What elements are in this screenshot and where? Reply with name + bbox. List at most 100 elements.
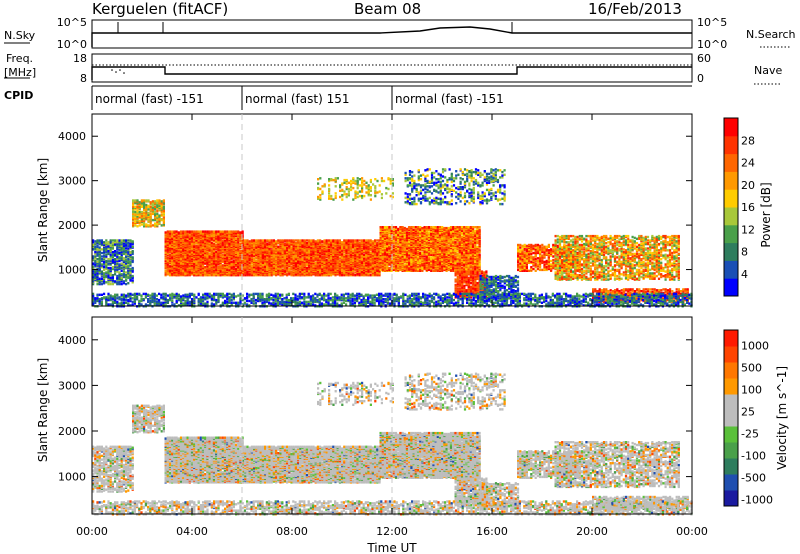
power-cell	[150, 224, 152, 226]
power-cell	[161, 224, 163, 226]
power-cell	[143, 212, 145, 214]
power-cell	[110, 273, 112, 275]
power-cell	[101, 255, 103, 257]
power-cell	[116, 281, 118, 283]
power-cell	[145, 204, 147, 206]
power-cell	[116, 239, 118, 241]
power-cell	[114, 273, 116, 275]
power-cell	[189, 230, 191, 232]
power-cell	[154, 222, 156, 224]
power-cell	[154, 211, 156, 213]
power-cell	[127, 282, 129, 284]
power-cell	[112, 242, 114, 244]
power-cell	[112, 274, 114, 276]
power-cell	[156, 199, 158, 201]
power-cell	[141, 223, 143, 225]
power-cell	[101, 278, 103, 280]
power-cell	[103, 254, 105, 256]
power-cell	[110, 267, 112, 269]
power-cell	[114, 269, 116, 271]
power-cell	[139, 220, 141, 222]
power-cell	[165, 270, 167, 272]
freq-trace	[92, 67, 692, 80]
nave-tick-high: 60	[697, 52, 711, 65]
power-cell	[169, 265, 171, 267]
power-cell	[152, 200, 154, 202]
power-cell	[114, 258, 116, 260]
power-cell	[101, 239, 103, 241]
power-cell	[129, 261, 131, 263]
power-cell	[123, 273, 125, 275]
power-cell	[121, 277, 123, 279]
power-cell	[147, 224, 149, 226]
power-cell	[134, 211, 136, 213]
power-cell	[136, 199, 138, 201]
power-cell	[107, 262, 109, 264]
power-cell	[145, 199, 147, 201]
power-cell	[121, 267, 123, 269]
power-cell	[147, 199, 149, 201]
power-cell	[127, 258, 129, 260]
power-cell	[118, 239, 120, 241]
power-cell	[125, 239, 127, 241]
power-cell	[141, 199, 143, 201]
power-cell	[134, 199, 136, 201]
freq-label: Freq.	[6, 52, 33, 65]
power-cell	[134, 206, 136, 208]
power-cell	[150, 206, 152, 208]
power-cell	[123, 280, 125, 282]
power-cell	[145, 223, 147, 225]
nsearch-tick-low: 10^0	[697, 38, 727, 51]
power-cell	[123, 257, 125, 259]
power-cell	[165, 231, 167, 233]
power-cell	[125, 278, 127, 280]
power-cell	[96, 245, 98, 247]
power-cell	[147, 208, 149, 210]
power-cell	[121, 239, 123, 241]
power-cell	[123, 270, 125, 272]
power-cell	[125, 283, 127, 285]
power-panel	[92, 114, 693, 308]
power-cell	[103, 241, 105, 243]
power-cell	[136, 206, 138, 208]
freq-tick-low: 8	[80, 72, 87, 85]
freq-unit: [MHz]	[4, 66, 36, 79]
power-cell	[167, 256, 169, 258]
power-cell	[127, 239, 129, 241]
power-cell	[127, 242, 129, 244]
power-cell	[114, 280, 116, 282]
power-cell	[96, 258, 98, 260]
power-cell	[118, 252, 120, 254]
power-cell	[110, 254, 112, 256]
power-cell	[105, 260, 107, 262]
power-cell	[139, 201, 141, 203]
power-cell	[118, 263, 120, 265]
power-cell	[127, 265, 129, 267]
power-cell	[129, 268, 131, 270]
power-cell	[169, 254, 171, 256]
station-title: Kerguelen (fitACF)	[92, 0, 228, 18]
power-cell	[132, 250, 134, 252]
power-cell	[132, 275, 134, 277]
power-cell	[132, 240, 134, 242]
freq-tick-high: 18	[73, 52, 87, 65]
power-cell	[110, 258, 112, 260]
radar-summary-plot: Kerguelen (fitACF) Beam 08 16/Feb/2013 N…	[0, 0, 800, 554]
power-cell	[125, 259, 127, 261]
power-cell	[105, 275, 107, 277]
power-cell	[156, 210, 158, 212]
power-cell	[136, 210, 138, 212]
power-cell	[94, 251, 96, 253]
power-cell	[110, 283, 112, 285]
power-cell	[107, 258, 109, 260]
power-cell	[169, 230, 171, 232]
power-cell	[152, 219, 154, 221]
nave-label: Nave	[754, 64, 782, 77]
power-cell	[132, 222, 134, 224]
power-cell	[114, 250, 116, 252]
power-cell	[152, 224, 154, 226]
power-cell	[112, 283, 114, 285]
power-cell	[94, 246, 96, 248]
power-cell	[163, 216, 165, 218]
power-cell	[132, 279, 134, 281]
